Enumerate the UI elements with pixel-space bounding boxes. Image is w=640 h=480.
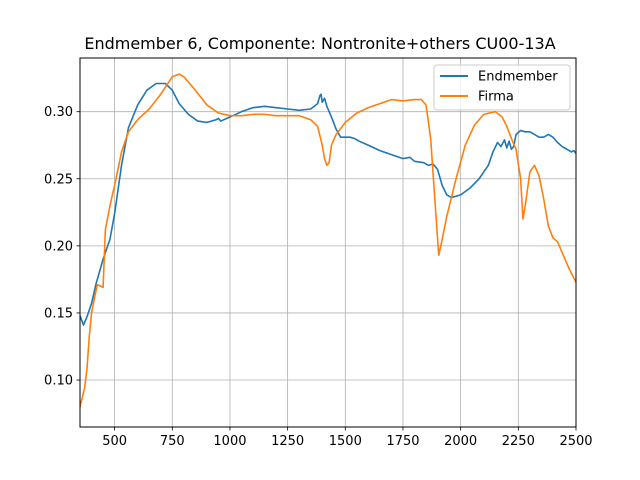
x-tick-label: 1500 xyxy=(329,434,362,449)
chart-title: Endmember 6, Componente: Nontronite+othe… xyxy=(84,34,555,53)
legend-label-firma: Firma xyxy=(478,90,514,105)
series-layer xyxy=(80,73,576,408)
x-tick-label: 2000 xyxy=(444,434,477,449)
series-line-firma xyxy=(80,73,576,408)
plot-frame xyxy=(79,57,577,428)
x-tick-label: 1000 xyxy=(213,434,246,449)
legend: Endmember Firma xyxy=(433,64,571,111)
x-tick-label: 750 xyxy=(160,434,185,449)
x-tick-label: 1250 xyxy=(271,434,304,449)
series-line-endmember xyxy=(80,82,576,326)
x-axis: 500 750 1000 1250 1500 1750 2000 2250 2500 xyxy=(102,427,593,449)
x-tick-label: 2500 xyxy=(559,434,592,449)
legend-label-endmember: Endmember xyxy=(478,70,558,85)
y-tick-label: 0.25 xyxy=(44,172,73,187)
y-tick-label: 0.30 xyxy=(44,105,73,120)
y-axis: 0.10 0.15 0.20 0.25 0.30 xyxy=(44,105,80,389)
x-tick-label: 2250 xyxy=(502,434,535,449)
y-tick-label: 0.20 xyxy=(44,239,73,254)
y-tick-label: 0.10 xyxy=(44,374,73,389)
x-tick-label: 1750 xyxy=(386,434,419,449)
x-tick-label: 500 xyxy=(102,434,127,449)
y-tick-label: 0.15 xyxy=(44,306,73,321)
